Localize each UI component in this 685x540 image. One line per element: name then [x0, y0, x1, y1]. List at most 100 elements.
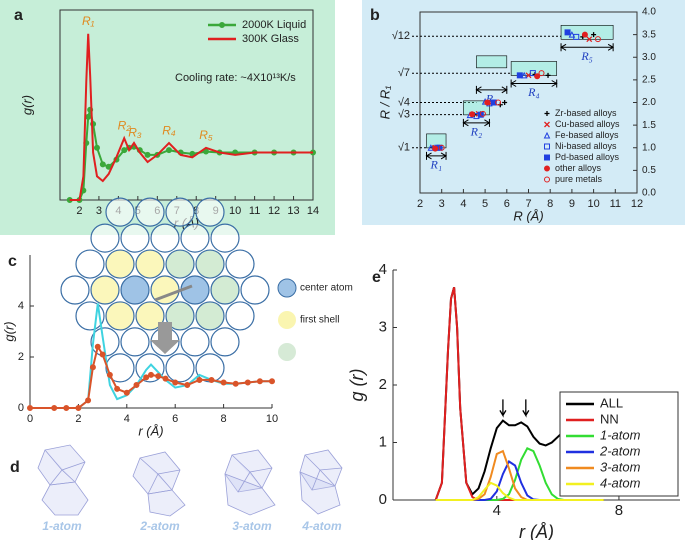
series-line [435, 481, 604, 501]
point [427, 144, 435, 151]
point [544, 176, 550, 183]
annotation-text: Cooling rate: ~4X10¹³K/s [175, 72, 296, 84]
point [184, 382, 191, 389]
atom [105, 197, 135, 227]
group-box [476, 55, 508, 69]
reference-label: √12 [392, 30, 410, 42]
x-tick-label: 0 [27, 413, 33, 425]
y-tick-label: 2.5 [642, 75, 656, 86]
reference-label: √4 [398, 96, 410, 108]
atom [180, 327, 210, 357]
arrow-down [150, 322, 180, 354]
panel-label: c [8, 253, 17, 270]
x-tick-label: 6 [172, 413, 178, 425]
point [89, 364, 96, 371]
panel-b-background [362, 0, 685, 225]
point [520, 71, 528, 79]
cluster-label: 2-atom [139, 519, 180, 533]
point [568, 31, 576, 38]
point [490, 99, 497, 106]
point [538, 70, 545, 77]
bracket [560, 43, 615, 52]
legend-label: 300K Glass [242, 33, 299, 45]
reference-label: √1 [398, 142, 410, 154]
legend-label: ALL [600, 395, 623, 410]
atom [135, 249, 165, 279]
point [544, 143, 550, 150]
y-tick-label: 3.5 [642, 29, 656, 40]
legend-label: NN [600, 411, 619, 426]
y-tick-label: 1.0 [642, 142, 656, 153]
x-tick-label: 13 [287, 205, 299, 217]
x-tick-label: 11 [249, 205, 260, 217]
point [123, 389, 130, 396]
atom [90, 275, 120, 305]
point [99, 351, 106, 358]
point [544, 165, 550, 172]
point [165, 147, 172, 154]
panel-a-background [0, 0, 335, 235]
x-tick-label: 7 [525, 198, 531, 210]
x-tick-label: 4 [460, 198, 466, 210]
x-axis-label: R (Å) [513, 208, 543, 223]
point [93, 144, 100, 151]
cluster [37, 444, 86, 486]
legend-label: Pd-based alloys [555, 152, 620, 162]
point [581, 31, 588, 38]
panel-d-clusters [37, 444, 343, 517]
point [75, 405, 82, 411]
panel-label: a [14, 7, 23, 24]
point [133, 382, 140, 389]
point [469, 111, 476, 118]
point [256, 378, 263, 385]
legend-center [277, 278, 297, 298]
x-tick-label: 8 [615, 502, 623, 519]
x-tick-label: 10 [229, 205, 241, 217]
annotation: R₅ [199, 128, 213, 142]
y-tick-label: 1 [379, 433, 387, 450]
x-tick-label: 12 [268, 205, 280, 217]
point [564, 29, 571, 36]
point [516, 72, 523, 79]
y-tick-label: 1.5 [642, 120, 656, 131]
legend-label: 4-atom [600, 475, 641, 490]
legend-label: other alloys [555, 163, 602, 173]
cluster-edges [139, 457, 181, 495]
atom [60, 275, 90, 305]
atom [195, 301, 225, 331]
point [544, 121, 550, 128]
point [484, 99, 491, 106]
point [545, 72, 551, 78]
point [573, 33, 580, 40]
point [94, 343, 101, 350]
point [544, 111, 550, 116]
bracket [475, 85, 508, 94]
atom [120, 223, 150, 253]
cluster [147, 489, 186, 517]
legend-label: 3-atom [600, 459, 641, 474]
point [219, 22, 225, 28]
y-tick-label: 0 [18, 402, 24, 414]
point [51, 405, 58, 411]
y-tick-label: 3 [379, 318, 387, 335]
x-axis-label: r (Å) [138, 423, 163, 438]
point [85, 113, 92, 120]
schematic-label: center atom [300, 283, 353, 294]
annotation: R₁ [82, 14, 95, 28]
atom [165, 197, 195, 227]
atom [120, 327, 150, 357]
point [202, 148, 209, 155]
x-tick-label: 3 [96, 205, 102, 217]
point [495, 99, 502, 106]
legend-label: 2-atom [599, 443, 641, 458]
cluster-label: 3-atom [232, 519, 272, 533]
series-line [69, 33, 313, 201]
legend-label: Fe-based alloys [555, 130, 619, 140]
x-tick-label: 12 [631, 198, 643, 210]
legend-label: 1-atom [600, 427, 641, 442]
y-tick-label: 0.0 [642, 188, 656, 199]
x-tick-label: 4 [124, 413, 130, 425]
cluster-label: 4-atom [301, 519, 342, 533]
point [63, 405, 70, 411]
